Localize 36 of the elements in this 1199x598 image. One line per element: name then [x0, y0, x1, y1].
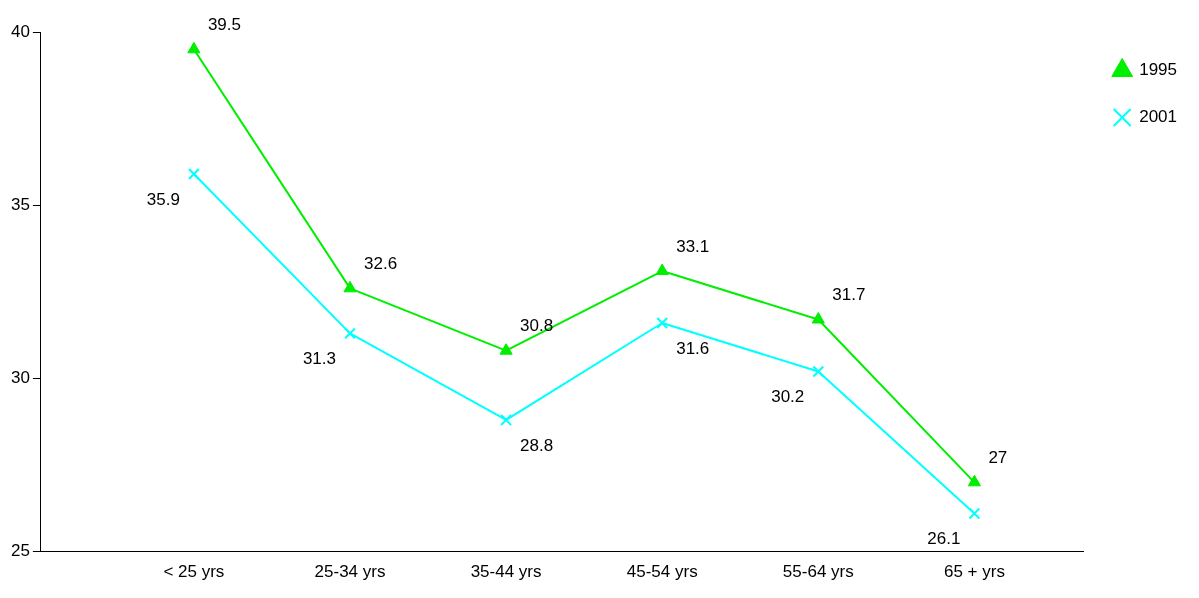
point: [187, 168, 200, 180]
y-tick-label: 30: [10, 368, 30, 388]
x-tick-label: 45-54 yrs: [626, 562, 698, 582]
point: [499, 343, 513, 355]
point: [812, 365, 825, 378]
x-tick-label: 25-34 yrs: [314, 562, 386, 582]
x-tick-label: 65 + yrs: [943, 562, 1005, 582]
point: [343, 280, 357, 293]
point: [187, 41, 201, 54]
data-label: 31.3: [302, 349, 336, 369]
point: [344, 327, 356, 340]
point: [500, 414, 513, 426]
x-tick-label: 35-44 yrs: [470, 562, 542, 582]
data-label: 35.9: [146, 189, 180, 209]
x-tick-label: < 25 yrs: [163, 562, 225, 582]
data-label: 26.1: [927, 529, 961, 549]
data-label: 33.1: [676, 236, 710, 256]
legend-label: 1995: [1139, 60, 1178, 80]
point: [968, 507, 981, 520]
data-label: 39.5: [207, 15, 241, 35]
x-tick-label: 55-64 yrs: [782, 562, 854, 582]
point: [655, 263, 669, 276]
point: [967, 474, 981, 487]
data-label: 30.2: [771, 387, 805, 407]
legend-label: 2001: [1139, 107, 1178, 127]
data-label: 31.6: [676, 338, 710, 358]
data-label: 32.6: [363, 254, 398, 274]
y-tick-label: 40: [10, 21, 30, 41]
point: [656, 317, 669, 329]
y-tick-label: 25: [10, 541, 30, 561]
data-label: 31.7: [832, 285, 866, 305]
y-tick-label: 35: [10, 194, 30, 214]
point: [811, 312, 825, 324]
data-label: 30.8: [520, 316, 554, 336]
data-label: 28.8: [520, 435, 554, 455]
data-label: 27: [988, 448, 1008, 468]
